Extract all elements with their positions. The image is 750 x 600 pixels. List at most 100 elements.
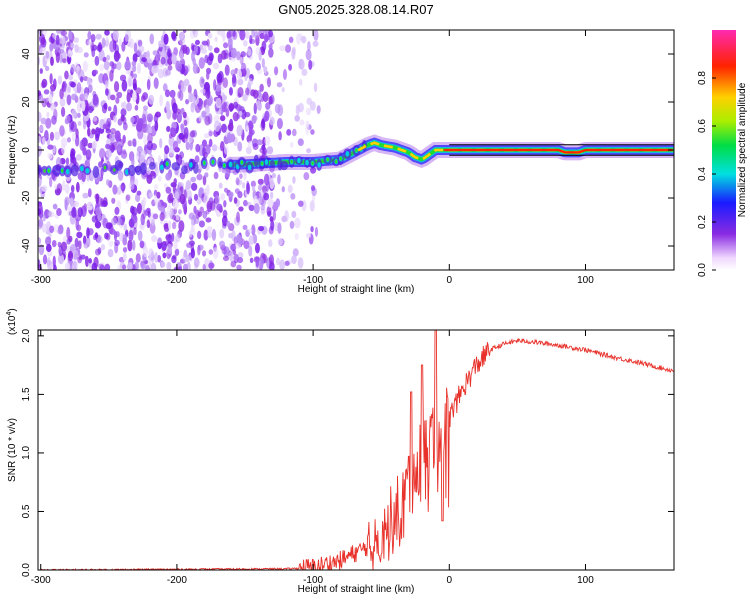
heatmap-noise-cell [268, 95, 273, 105]
heatmap-noise-cell [211, 144, 218, 152]
heatmap-noise-cell [267, 198, 274, 208]
heatmap-noise-cell [192, 63, 199, 74]
heatmap-noise-cell [267, 210, 272, 218]
snr-x-label: Height of straight line (km) [298, 584, 415, 595]
ridge-blob [52, 164, 62, 177]
heatmap-noise-cell [115, 231, 120, 238]
heatmap-noise-cell [115, 97, 120, 104]
heatmap-noise-cell [122, 247, 128, 253]
heatmap-noise-cell [207, 45, 213, 51]
heatmap-noise-cell [74, 237, 79, 249]
heatmap-noise-cell [271, 172, 276, 179]
heatmap-noise-cell [269, 116, 275, 126]
heatmap-noise-cell [248, 78, 253, 86]
heatmap-noise-cell [45, 236, 52, 246]
heatmap-noise-cell [88, 257, 92, 264]
ridge-blob-core [160, 164, 164, 171]
heatmap-noise-cell [202, 264, 206, 270]
heatmap-noise-cell [132, 215, 138, 224]
heatmap-noise-cell [155, 53, 161, 61]
heatmap-noise-cell [130, 116, 135, 124]
heatmap-noise-cell [92, 116, 98, 122]
heatmap-noise-cell [64, 70, 69, 80]
heatmap-noise-cell [113, 81, 120, 93]
heatmap-noise-cell [153, 77, 159, 89]
heatmap-noise-cell [122, 233, 128, 242]
heatmap-noise-cell [165, 172, 172, 181]
heatmap-noise-cell [92, 44, 98, 51]
heatmap-noise-cell [206, 67, 212, 75]
heatmap-noise-cell [237, 92, 242, 98]
y-tick-label: -20 [21, 190, 32, 205]
colorbar-tick-label: 0.4 [697, 167, 708, 181]
colorbar-tick-label: 0.2 [697, 215, 708, 229]
ridge-blob-core [264, 159, 269, 165]
heatmap-noise-cell [132, 138, 137, 147]
heatmap-noise-cell [134, 261, 139, 270]
heatmap-noise-cell [215, 97, 222, 109]
heatmap-noise-cell [253, 30, 259, 39]
ridge-blob-core [297, 157, 301, 164]
heatmap-noise-cell [223, 101, 228, 113]
heatmap-noise-cell [258, 225, 265, 232]
heatmap-noise-cell [264, 135, 271, 146]
heatmap-noise-cell [216, 72, 223, 84]
heatmap-noise-cell [221, 215, 228, 227]
heatmap-noise-cell [189, 142, 193, 151]
heatmap-noise-cell [258, 50, 262, 61]
heatmap-noise-cell [71, 132, 77, 142]
heatmap-noise-cell [209, 200, 216, 211]
heatmap-noise-cell [42, 254, 48, 265]
colorbar-tick-label: 0.8 [697, 71, 708, 85]
heatmap-noise-cell [150, 262, 157, 270]
x-tick-label: 0 [447, 275, 453, 286]
heatmap-noise-cell [70, 81, 76, 88]
heatmap-noise-cell [96, 234, 103, 244]
heatmap-noise-cell [140, 149, 147, 159]
y-tick-label: 20 [21, 96, 32, 108]
heatmap-noise-cell [286, 129, 292, 136]
heatmap-noise-cell [67, 49, 72, 58]
heatmap-noise-cell [228, 30, 234, 38]
heatmap-noise-cell [250, 129, 255, 136]
heatmap-noise-cell [101, 104, 108, 114]
heatmap-noise-cell [45, 243, 52, 253]
heatmap-noise-cell [182, 263, 189, 270]
heatmap-noise-cell [53, 108, 58, 121]
heatmap-noise-cell [211, 228, 217, 241]
heatmap-noise-cell [185, 141, 190, 151]
heatmap-noise-cell [49, 131, 55, 142]
heatmap-noise-cell [141, 57, 147, 63]
ridge-blob-core [305, 159, 309, 166]
heatmap-noise-cell [122, 252, 127, 262]
heatmap-noise-cell [109, 144, 116, 152]
svg-text:(x104): (x104) [6, 308, 18, 335]
heatmap-noise-cell [203, 133, 210, 139]
heatmap-noise-cell [284, 210, 289, 222]
heatmap-noise-cell [66, 94, 72, 106]
heatmap-noise-cell [316, 105, 321, 114]
heatmap-noise-cell [98, 161, 104, 168]
heatmap-noise-cell [66, 227, 71, 239]
heatmap-noise-cell [230, 47, 237, 59]
heatmap-noise-cell [213, 47, 220, 54]
heatmap-noise-cell [136, 62, 141, 74]
heatmap-noise-cell [48, 36, 54, 43]
heatmap-noise-cell [185, 99, 190, 105]
heatmap-noise-cell [138, 45, 145, 53]
ridge-blob [114, 159, 123, 171]
heatmap-noise-cell [40, 37, 46, 45]
heatmap-noise-cell [160, 56, 166, 65]
y-tick-label: 0.0 [21, 563, 32, 577]
heatmap-noise-cell [146, 113, 154, 123]
heatmap-noise-cell [268, 30, 273, 38]
heatmap-x-label: Height of straight line (km) [298, 284, 415, 295]
heatmap-noise-cell [274, 103, 281, 114]
heatmap-noise-cell [38, 218, 44, 228]
heatmap-noise-cell [206, 226, 213, 232]
heatmap-noise-cell [148, 94, 155, 105]
heatmap-noise-cell [193, 217, 200, 225]
heatmap-noise-cell [206, 38, 210, 47]
heatmap-noise-cell [243, 171, 247, 180]
